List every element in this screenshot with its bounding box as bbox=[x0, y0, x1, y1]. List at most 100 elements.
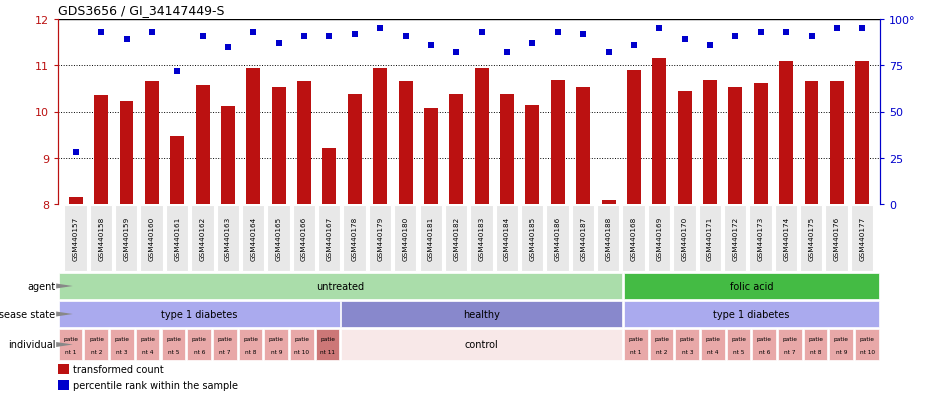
Text: GSM440171: GSM440171 bbox=[707, 216, 713, 261]
Text: nt 10: nt 10 bbox=[294, 349, 310, 354]
Text: GSM440165: GSM440165 bbox=[276, 216, 282, 261]
FancyBboxPatch shape bbox=[623, 206, 645, 271]
FancyBboxPatch shape bbox=[84, 330, 108, 360]
FancyBboxPatch shape bbox=[59, 330, 82, 360]
Bar bbox=[399, 82, 413, 204]
Point bbox=[246, 30, 261, 36]
FancyBboxPatch shape bbox=[825, 206, 848, 271]
FancyBboxPatch shape bbox=[341, 301, 623, 327]
Text: GSM440157: GSM440157 bbox=[73, 216, 79, 261]
Text: nt 7: nt 7 bbox=[784, 349, 796, 354]
Text: GSM440169: GSM440169 bbox=[656, 216, 662, 261]
Text: GSM440172: GSM440172 bbox=[733, 216, 738, 261]
FancyBboxPatch shape bbox=[343, 206, 365, 271]
Text: GSM440183: GSM440183 bbox=[478, 216, 485, 261]
FancyBboxPatch shape bbox=[830, 330, 853, 360]
FancyBboxPatch shape bbox=[110, 330, 134, 360]
Text: patie: patie bbox=[859, 336, 875, 341]
Text: patie: patie bbox=[294, 336, 310, 341]
Text: patie: patie bbox=[808, 336, 823, 341]
FancyBboxPatch shape bbox=[213, 330, 237, 360]
Text: patie: patie bbox=[115, 336, 130, 341]
FancyBboxPatch shape bbox=[698, 206, 721, 271]
Text: patie: patie bbox=[63, 336, 79, 341]
Text: type 1 diabetes: type 1 diabetes bbox=[161, 309, 238, 319]
Bar bbox=[94, 96, 108, 204]
Text: nt 4: nt 4 bbox=[708, 349, 719, 354]
Text: GSM440173: GSM440173 bbox=[758, 216, 764, 261]
Bar bbox=[450, 95, 463, 204]
Text: GSM440164: GSM440164 bbox=[251, 216, 256, 261]
Text: GSM440176: GSM440176 bbox=[833, 216, 840, 261]
Bar bbox=[475, 69, 488, 204]
Text: GSM440178: GSM440178 bbox=[352, 216, 358, 261]
FancyBboxPatch shape bbox=[136, 330, 159, 360]
Text: patie: patie bbox=[320, 336, 335, 341]
Bar bbox=[576, 88, 590, 204]
Text: GSM440160: GSM440160 bbox=[149, 216, 154, 261]
Point bbox=[500, 50, 514, 57]
Bar bbox=[58, 364, 68, 375]
Bar bbox=[627, 71, 641, 204]
Point bbox=[68, 150, 83, 156]
Bar bbox=[272, 88, 286, 204]
FancyBboxPatch shape bbox=[115, 206, 138, 271]
FancyBboxPatch shape bbox=[166, 206, 188, 271]
FancyBboxPatch shape bbox=[649, 330, 673, 360]
FancyBboxPatch shape bbox=[778, 330, 802, 360]
Text: patie: patie bbox=[680, 336, 695, 341]
Text: GSM440181: GSM440181 bbox=[428, 216, 434, 261]
FancyBboxPatch shape bbox=[394, 206, 416, 271]
Text: GSM440170: GSM440170 bbox=[682, 216, 687, 261]
Text: nt 9: nt 9 bbox=[271, 349, 282, 354]
Text: healthy: healthy bbox=[463, 309, 500, 319]
Point bbox=[475, 30, 489, 36]
FancyBboxPatch shape bbox=[318, 206, 340, 271]
Bar bbox=[119, 102, 133, 204]
Bar bbox=[373, 69, 388, 204]
Point bbox=[297, 33, 312, 40]
Text: transformed count: transformed count bbox=[73, 364, 164, 375]
Text: patie: patie bbox=[243, 336, 258, 341]
Bar bbox=[500, 95, 514, 204]
FancyBboxPatch shape bbox=[267, 206, 290, 271]
Text: disease state: disease state bbox=[0, 309, 56, 319]
Point bbox=[804, 33, 819, 40]
Text: nt 10: nt 10 bbox=[859, 349, 875, 354]
Text: GSM440158: GSM440158 bbox=[98, 216, 105, 261]
Point bbox=[144, 30, 159, 36]
Text: GSM440168: GSM440168 bbox=[631, 216, 637, 261]
Bar bbox=[728, 88, 743, 204]
Point bbox=[398, 33, 413, 40]
Text: GSM440182: GSM440182 bbox=[453, 216, 460, 261]
Text: folic acid: folic acid bbox=[730, 281, 773, 291]
FancyBboxPatch shape bbox=[724, 206, 746, 271]
FancyBboxPatch shape bbox=[572, 206, 594, 271]
FancyBboxPatch shape bbox=[623, 301, 880, 327]
Text: nt 8: nt 8 bbox=[245, 349, 256, 354]
Text: patie: patie bbox=[141, 336, 155, 341]
Bar bbox=[348, 95, 362, 204]
Bar bbox=[170, 137, 184, 204]
Bar bbox=[754, 83, 768, 204]
Point bbox=[652, 26, 667, 33]
FancyBboxPatch shape bbox=[239, 330, 262, 360]
Bar bbox=[652, 59, 666, 204]
FancyBboxPatch shape bbox=[547, 206, 569, 271]
Point bbox=[449, 50, 463, 57]
FancyBboxPatch shape bbox=[623, 273, 880, 299]
Text: patie: patie bbox=[166, 336, 181, 341]
Text: patie: patie bbox=[757, 336, 771, 341]
Text: GSM440159: GSM440159 bbox=[124, 216, 130, 261]
FancyBboxPatch shape bbox=[701, 330, 724, 360]
FancyBboxPatch shape bbox=[242, 206, 265, 271]
Text: GSM440174: GSM440174 bbox=[783, 216, 789, 261]
Text: nt 5: nt 5 bbox=[733, 349, 745, 354]
Text: nt 6: nt 6 bbox=[193, 349, 205, 354]
Text: nt 4: nt 4 bbox=[142, 349, 154, 354]
FancyBboxPatch shape bbox=[141, 206, 163, 271]
Text: GSM440177: GSM440177 bbox=[859, 216, 865, 261]
Text: patie: patie bbox=[654, 336, 669, 341]
Text: nt 3: nt 3 bbox=[117, 349, 128, 354]
FancyBboxPatch shape bbox=[470, 206, 493, 271]
